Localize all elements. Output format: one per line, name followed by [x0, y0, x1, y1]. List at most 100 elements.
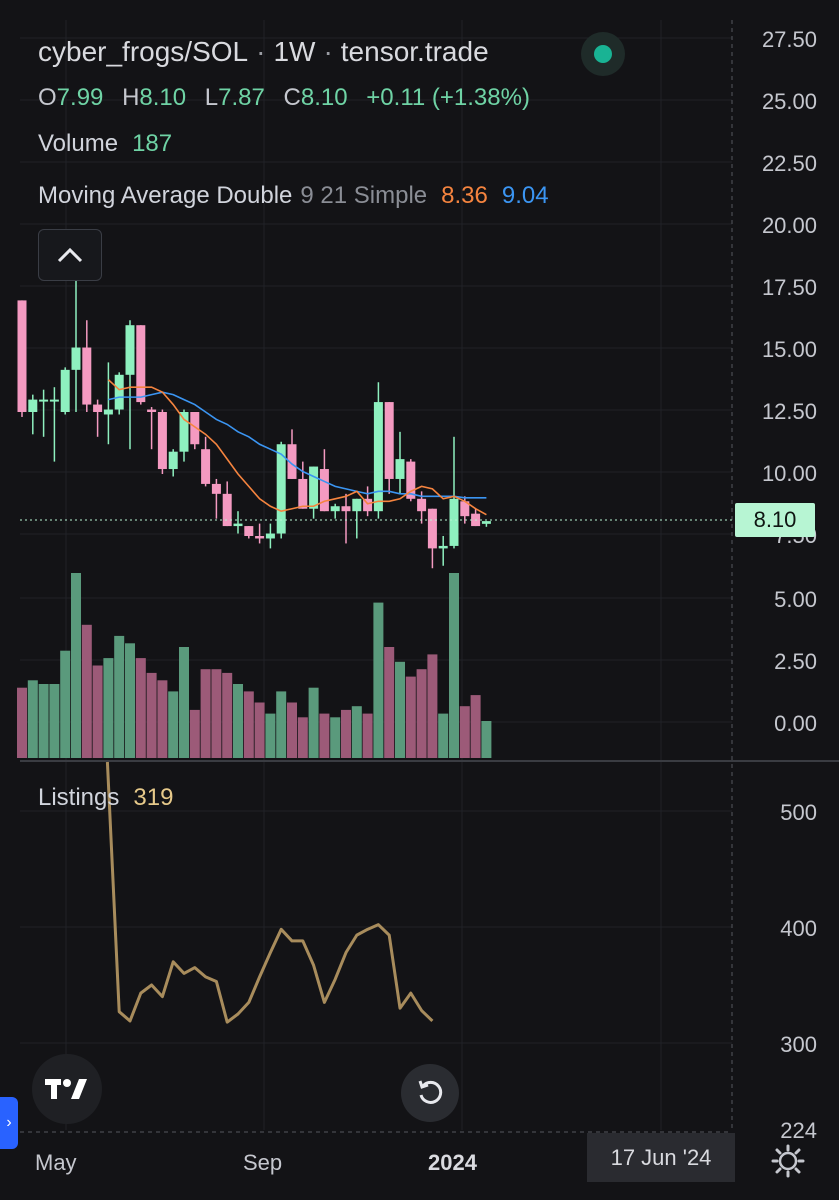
- time-axis-label: 2024: [428, 1150, 477, 1175]
- symbol-legend[interactable]: cyber_frogs/SOL · 1W · tensor.trade: [38, 36, 489, 68]
- candle-body: [49, 399, 59, 402]
- candle-body: [211, 483, 221, 494]
- candle-body: [190, 412, 200, 445]
- volume-bar: [27, 680, 38, 758]
- volume-bar: [319, 713, 330, 758]
- candle-body: [39, 399, 49, 402]
- candle-body: [179, 412, 189, 452]
- volume-bar: [103, 658, 114, 758]
- high-value: 8.10: [139, 84, 187, 111]
- volume-bar: [265, 713, 276, 758]
- volume-bar: [233, 684, 243, 758]
- candle-body: [287, 444, 297, 479]
- volume-bar: [276, 691, 287, 758]
- crosshair-date-badge: 17 Jun '24: [587, 1133, 735, 1182]
- interval-label[interactable]: 1W: [273, 36, 316, 67]
- candle-body: [265, 533, 275, 539]
- volume-bar: [189, 709, 200, 758]
- tradingview-logo[interactable]: [32, 1054, 102, 1124]
- candle-body: [309, 466, 319, 509]
- time-axis-label: Sep: [243, 1150, 283, 1175]
- volume-bar: [157, 680, 168, 758]
- candle-body: [60, 369, 70, 412]
- source-label: tensor.trade: [340, 36, 489, 67]
- volume-bar: [481, 721, 492, 758]
- open-value: 7.99: [56, 84, 104, 111]
- volume-bar: [17, 687, 27, 758]
- volume-bar: [416, 669, 427, 758]
- volume-bar: [395, 661, 405, 758]
- volume-bar: [470, 695, 481, 758]
- candle-body: [125, 325, 135, 375]
- candle-body: [406, 461, 416, 499]
- volume-bar: [351, 706, 362, 758]
- candle-body: [373, 402, 383, 512]
- volume-bar: [200, 669, 211, 758]
- market-status-icon[interactable]: [581, 32, 625, 76]
- chevron-up-icon: [57, 247, 83, 263]
- listings-line: [105, 761, 434, 1024]
- candle-body: [363, 498, 373, 512]
- candle-body: [460, 501, 470, 517]
- candle-body: [449, 498, 459, 546]
- listings-axis-label: 224: [780, 1118, 817, 1143]
- price-axis-label: 10.00: [761, 461, 817, 486]
- ma-fast-line: [107, 379, 487, 516]
- symbol-name[interactable]: cyber_frogs/SOL: [38, 36, 249, 67]
- price-axis-label: 17.50: [761, 275, 817, 300]
- ma-params: 9 21 Simple: [300, 182, 428, 209]
- price-axis-label: 20.00: [761, 213, 817, 238]
- volume-bar: [438, 713, 449, 758]
- collapse-legend-button[interactable]: [38, 229, 102, 281]
- volume-legend[interactable]: Volume 187: [38, 130, 172, 158]
- candle-body: [298, 478, 308, 509]
- reset-icon: [418, 1080, 443, 1104]
- candle-body: [427, 508, 437, 549]
- candle-body: [244, 526, 254, 536]
- candle-body: [71, 347, 81, 370]
- listings-legend[interactable]: Listings 319: [38, 784, 173, 812]
- candle-body: [28, 399, 38, 412]
- candle-body: [417, 498, 427, 512]
- volume-bar: [168, 691, 179, 758]
- volume-bar: [297, 717, 308, 758]
- ma-slow-line: [108, 391, 487, 499]
- last-price-tag: 8.10: [735, 503, 815, 537]
- close-value: 8.10: [300, 84, 348, 111]
- candle-body: [395, 459, 405, 479]
- volume-bar: [146, 672, 157, 758]
- price-axis-label: 22.50: [761, 151, 817, 176]
- low-value: 7.87: [218, 84, 265, 111]
- legend-separator: ·: [323, 36, 333, 67]
- candle-body: [352, 498, 362, 512]
- price-axis-label: 25.00: [761, 89, 817, 114]
- ma-legend[interactable]: Moving Average Double 9 21 Simple 8.36 9.04: [38, 182, 549, 210]
- volume-bar: [114, 635, 125, 758]
- candle-body: [438, 545, 448, 549]
- candle-body: [147, 409, 157, 412]
- price-axis-label: 0.00: [774, 711, 817, 736]
- reset-chart-button[interactable]: [401, 1064, 459, 1122]
- side-panel-toggle[interactable]: ›: [0, 1097, 18, 1149]
- candle-body: [276, 444, 286, 534]
- volume-bar: [308, 687, 319, 758]
- legend-separator: ·: [256, 36, 266, 67]
- volume-bar: [38, 684, 49, 758]
- candle-body: [136, 325, 146, 403]
- candle-body: [201, 449, 211, 484]
- volume-bar: [287, 702, 297, 758]
- price-axis-label: 5.00: [774, 587, 817, 612]
- candle-body: [168, 451, 178, 470]
- volume-bar: [427, 654, 438, 758]
- gear-icon[interactable]: [771, 1144, 805, 1178]
- volume-bar: [49, 684, 60, 758]
- volume-bar: [179, 647, 189, 758]
- price-axis-label: 12.50: [761, 399, 817, 424]
- volume-bar: [254, 702, 265, 758]
- candle-body: [330, 506, 340, 512]
- volume-bar: [125, 643, 135, 758]
- ma-slow-value: 9.04: [501, 182, 549, 209]
- candle-body: [17, 300, 27, 412]
- candle-body: [481, 521, 491, 524]
